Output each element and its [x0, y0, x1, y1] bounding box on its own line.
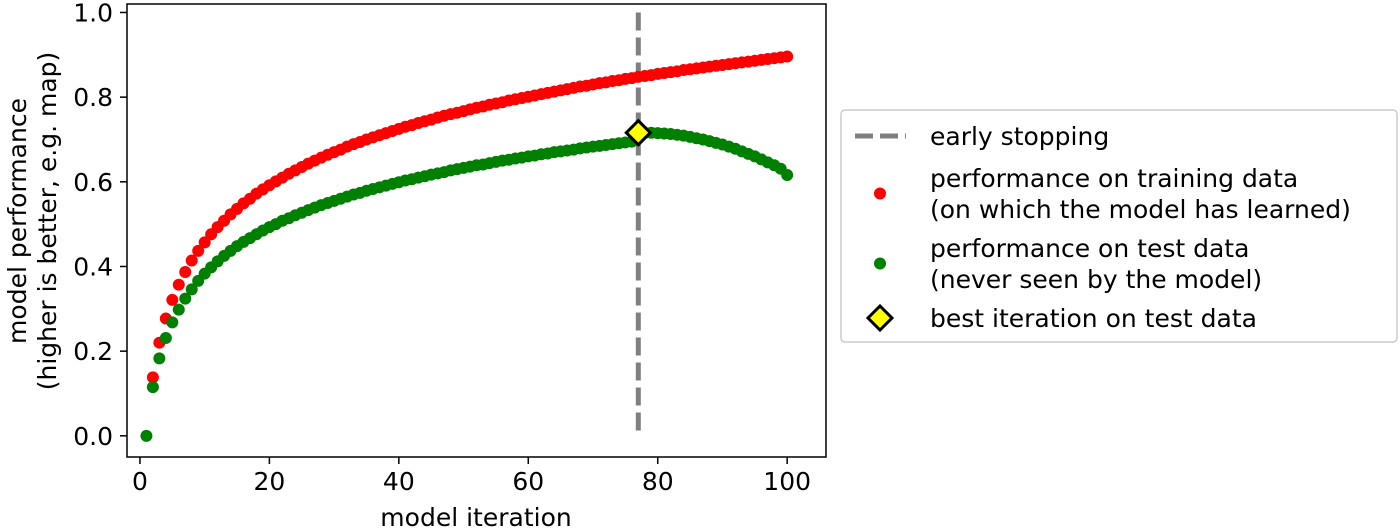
train-point: [192, 244, 205, 257]
x-tick-label: 100: [763, 467, 811, 496]
y-tick-label: 0.4: [73, 252, 113, 281]
legend-label: early stopping: [930, 122, 1109, 151]
x-tick-label: 80: [642, 467, 674, 496]
train-point: [146, 371, 159, 384]
x-tick-label: 20: [253, 467, 285, 496]
test-point: [159, 332, 172, 345]
legend-label: performance on training data: [930, 164, 1298, 193]
x-tick-label: 0: [132, 467, 148, 496]
legend-best-swatch: [865, 303, 895, 333]
train-point: [179, 265, 192, 278]
test-point: [153, 352, 166, 365]
y-axis-label-line2: (higher is better, e.g. map): [33, 52, 62, 391]
best-iteration-marker: [624, 118, 653, 147]
train-point: [172, 278, 185, 291]
train-point: [166, 293, 179, 306]
y-axis-label-line1: model performance: [3, 98, 32, 344]
legend-box: [840, 109, 1398, 343]
test-point: [146, 381, 159, 394]
y-tick-label: 1.0: [73, 0, 113, 27]
y-tick-label: 0.2: [73, 337, 113, 366]
y-tick-label: 0.6: [73, 168, 113, 197]
test-point: [140, 429, 153, 442]
train-point: [781, 50, 794, 63]
y-tick-label: 0.0: [73, 422, 113, 451]
axes-frame: [126, 3, 827, 458]
train-point: [198, 236, 211, 249]
test-point: [179, 292, 192, 305]
test-point: [166, 316, 179, 329]
plot-layer: [140, 12, 794, 442]
legend: early stopping performance on training da…: [840, 109, 1398, 343]
legend-label: (never seen by the model): [930, 265, 1262, 294]
legend-label: performance on test data: [930, 234, 1249, 263]
y-tick-label: 0.8: [73, 83, 113, 112]
test-point: [172, 303, 185, 316]
x-tick-label: 60: [512, 467, 544, 496]
x-axis-label: model iteration: [380, 503, 571, 528]
legend-label: (on which the model has learned): [930, 195, 1351, 224]
legend-test-swatch: [874, 257, 886, 270]
legend-label: best iteration on test data: [930, 304, 1257, 333]
x-tick-label: 40: [383, 467, 415, 496]
axes: 0 20 40 60 80 100 0.0 0.2 0.4 0.6 0.8 1.0: [73, 0, 827, 496]
test-point: [185, 283, 198, 296]
legend-train-swatch: [874, 187, 886, 200]
train-point: [185, 254, 198, 267]
test-point: [781, 169, 794, 182]
